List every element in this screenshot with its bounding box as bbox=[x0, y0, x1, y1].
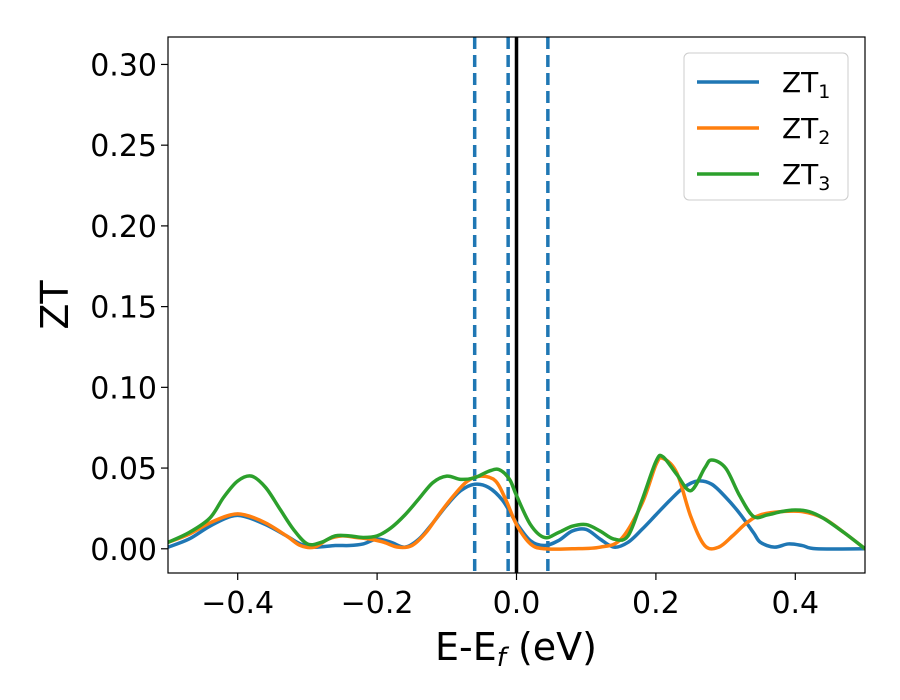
y-tick-label: 0.25 bbox=[90, 129, 157, 164]
legend-box bbox=[683, 52, 849, 201]
series-line-zt2 bbox=[168, 456, 865, 551]
y-tick-label: 0.00 bbox=[90, 533, 157, 568]
y-axis-label: ZT bbox=[33, 280, 77, 330]
x-tick-label: 0.4 bbox=[771, 586, 819, 621]
legend-label-zt3: ZT3 bbox=[782, 158, 830, 195]
y-tick-label: 0.20 bbox=[90, 210, 157, 245]
y-tick-label: 0.05 bbox=[90, 452, 157, 487]
x-tick-label: −0.2 bbox=[341, 586, 414, 621]
x-axis-ticks: −0.4 −0.2 0.0 0.2 0.4 bbox=[201, 573, 819, 621]
x-tick-label: 0.2 bbox=[632, 586, 680, 621]
y-axis-ticks: 0.00 0.05 0.10 0.15 0.20 0.25 0.30 bbox=[90, 48, 168, 568]
y-tick-label: 0.10 bbox=[90, 371, 157, 406]
series-lines bbox=[168, 453, 865, 551]
series-line-zt3 bbox=[168, 453, 865, 551]
legend-label-zt2: ZT2 bbox=[782, 112, 830, 149]
x-tick-label: 0.0 bbox=[493, 586, 541, 621]
x-axis-label: E-Ef (eV) bbox=[435, 625, 597, 673]
y-tick-label: 0.15 bbox=[90, 291, 157, 326]
legend: ZT1 ZT2 ZT3 bbox=[683, 52, 849, 201]
y-tick-label: 0.30 bbox=[90, 48, 157, 83]
x-tick-label: −0.4 bbox=[201, 586, 274, 621]
vertical-reference-lines bbox=[472, 37, 550, 573]
legend-label-zt1: ZT1 bbox=[782, 66, 830, 103]
